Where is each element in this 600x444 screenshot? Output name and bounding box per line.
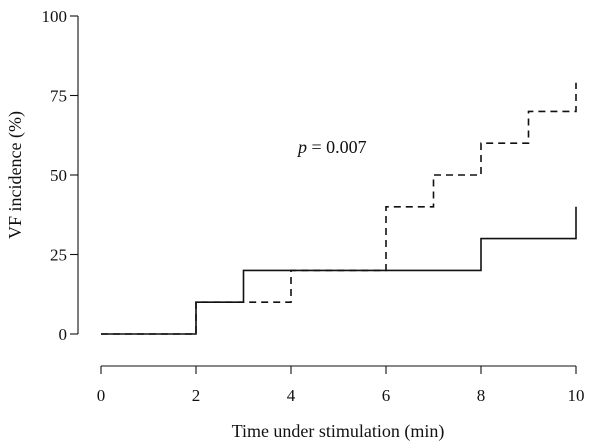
p-value-text: = 0.007 (307, 137, 367, 157)
x-axis-title: Time under stimulation (min) (232, 421, 445, 442)
x-tick-label: 8 (477, 386, 486, 405)
y-tick-label: 50 (50, 166, 67, 185)
y-tick-label: 75 (50, 87, 67, 106)
series-lines (101, 82, 577, 335)
x-tick-label: 10 (568, 386, 585, 405)
y-axis-title: VF incidence (%) (5, 111, 26, 239)
x-tick-label: 6 (382, 386, 391, 405)
y-tick-label: 0 (59, 325, 68, 344)
p-value-annotation: p = 0.007 (296, 137, 367, 157)
x-tick-label: 2 (192, 386, 201, 405)
x-tick-label: 4 (287, 386, 296, 405)
series-line-dashed (101, 82, 577, 335)
y-tick-label: 25 (50, 246, 67, 265)
x-tick-labels: 0 2 4 6 8 10 (97, 386, 585, 405)
series-line-solid (101, 206, 577, 335)
p-value-symbol: p (296, 137, 307, 157)
y-tick-labels: 0 25 50 75 100 (42, 7, 68, 344)
axes (70, 15, 577, 374)
y-tick-label: 100 (42, 7, 68, 26)
x-tick-label: 0 (97, 386, 106, 405)
